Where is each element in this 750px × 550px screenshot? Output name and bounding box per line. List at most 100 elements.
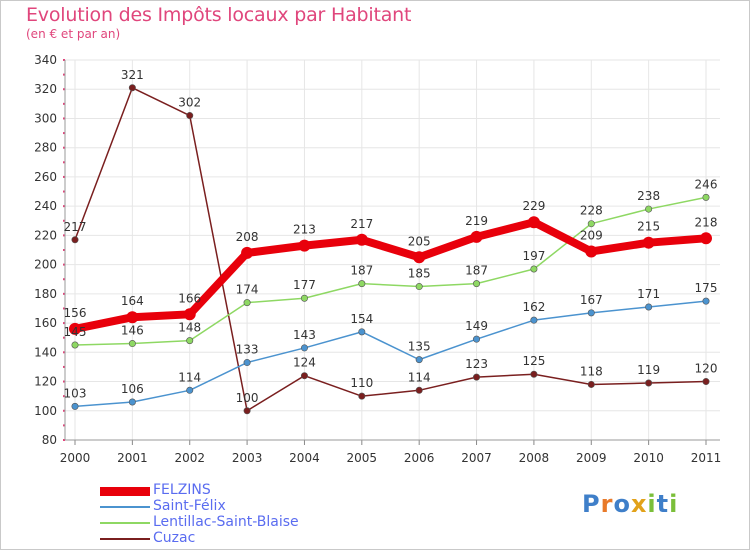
chart-title: Evolution des Impôts locaux par Habitant [26, 4, 412, 26]
data-point [355, 233, 368, 246]
data-point [243, 359, 251, 367]
data-label: 187 [465, 264, 488, 278]
data-point [69, 322, 81, 335]
data-label: 197 [522, 249, 545, 263]
data-label: 133 [236, 343, 259, 357]
logo-letter: i [647, 490, 657, 518]
y-tick-label: 260 [34, 170, 57, 184]
data-point [585, 245, 598, 258]
data-point [473, 280, 481, 288]
data-label: 174 [236, 283, 259, 297]
data-point [243, 299, 251, 307]
y-minor-tick [63, 439, 65, 441]
data-label: 125 [522, 354, 545, 368]
data-label: 229 [522, 199, 545, 213]
series-line-0 [74, 218, 707, 333]
data-label: 106 [121, 382, 144, 396]
legend-label: Cuzac [153, 530, 196, 546]
y-minor-tick [63, 365, 65, 368]
data-label: 209 [580, 228, 603, 242]
data-label: 146 [121, 324, 144, 338]
y-minor-tick [63, 146, 65, 149]
x-tick-label: 2001 [117, 451, 148, 465]
data-label: 103 [64, 386, 87, 400]
data-point [645, 303, 653, 311]
legend-swatch [100, 506, 150, 508]
y-minor-tick [63, 380, 65, 383]
data-label: 246 [695, 177, 718, 191]
legend-label: Saint-Félix [153, 498, 226, 514]
data-point [126, 311, 139, 324]
data-label: 145 [64, 325, 87, 339]
data-label: 166 [178, 291, 201, 305]
data-point [128, 340, 136, 348]
y-minor-tick [63, 307, 65, 310]
data-label: 219 [465, 214, 488, 228]
data-point [587, 220, 595, 228]
data-label: 164 [121, 294, 144, 308]
data-point [530, 265, 538, 273]
y-minor-tick [63, 263, 65, 266]
data-label: 185 [408, 267, 431, 281]
data-point [358, 328, 366, 336]
x-tick-label: 2002 [174, 451, 205, 465]
data-point [642, 236, 655, 249]
data-label: 177 [293, 278, 316, 292]
data-point [186, 386, 194, 394]
data-label: 124 [293, 356, 316, 370]
y-tick-label: 340 [34, 53, 57, 67]
y-minor-tick [63, 278, 65, 281]
data-label: 149 [465, 319, 488, 333]
data-point [128, 84, 136, 92]
x-tick-label: 2008 [519, 451, 550, 465]
data-point [241, 246, 254, 259]
logo-letter: r [600, 490, 614, 518]
data-point [587, 380, 595, 388]
y-minor-tick [63, 190, 65, 193]
y-minor-tick [63, 336, 65, 339]
data-point [415, 283, 423, 291]
data-label: 119 [637, 363, 660, 377]
x-tick-label: 2005 [347, 451, 378, 465]
data-label: 123 [465, 357, 488, 371]
data-point [298, 239, 311, 252]
y-minor-tick [63, 351, 65, 354]
y-tick-label: 180 [34, 287, 57, 301]
chart-subtitle: (en € et par an) [26, 27, 121, 41]
data-point [243, 407, 251, 415]
series-line-2 [74, 196, 707, 346]
legend-swatch [100, 538, 150, 540]
y-minor-tick [63, 322, 65, 325]
x-tick-label: 2006 [404, 451, 435, 465]
data-point [527, 216, 540, 229]
data-label: 154 [350, 312, 373, 326]
data-label: 120 [695, 362, 718, 376]
data-point [71, 236, 79, 244]
data-point [186, 337, 194, 345]
y-tick-label: 300 [34, 111, 57, 125]
data-label: 175 [695, 281, 718, 295]
data-point [645, 379, 653, 387]
logo-letter: x [630, 490, 648, 518]
data-point [473, 373, 481, 381]
data-label: 215 [637, 220, 660, 234]
data-label: 217 [64, 220, 87, 234]
legend-label: FELZINS [153, 482, 211, 498]
data-point [415, 386, 423, 394]
proxiti-logo: Proxiti [582, 490, 678, 518]
data-label: 118 [580, 364, 603, 378]
data-point [530, 316, 538, 324]
data-point [128, 398, 136, 406]
data-label: 213 [293, 223, 316, 237]
data-point [702, 297, 710, 305]
data-label: 114 [408, 370, 431, 384]
data-label: 167 [580, 293, 603, 307]
data-point [587, 309, 595, 317]
data-label: 135 [408, 340, 431, 354]
data-point [300, 344, 308, 352]
data-label: 302 [178, 96, 201, 110]
x-tick-label: 2000 [60, 451, 91, 465]
y-tick-label: 160 [34, 316, 57, 330]
data-point [700, 232, 712, 245]
data-label: 218 [695, 215, 718, 229]
